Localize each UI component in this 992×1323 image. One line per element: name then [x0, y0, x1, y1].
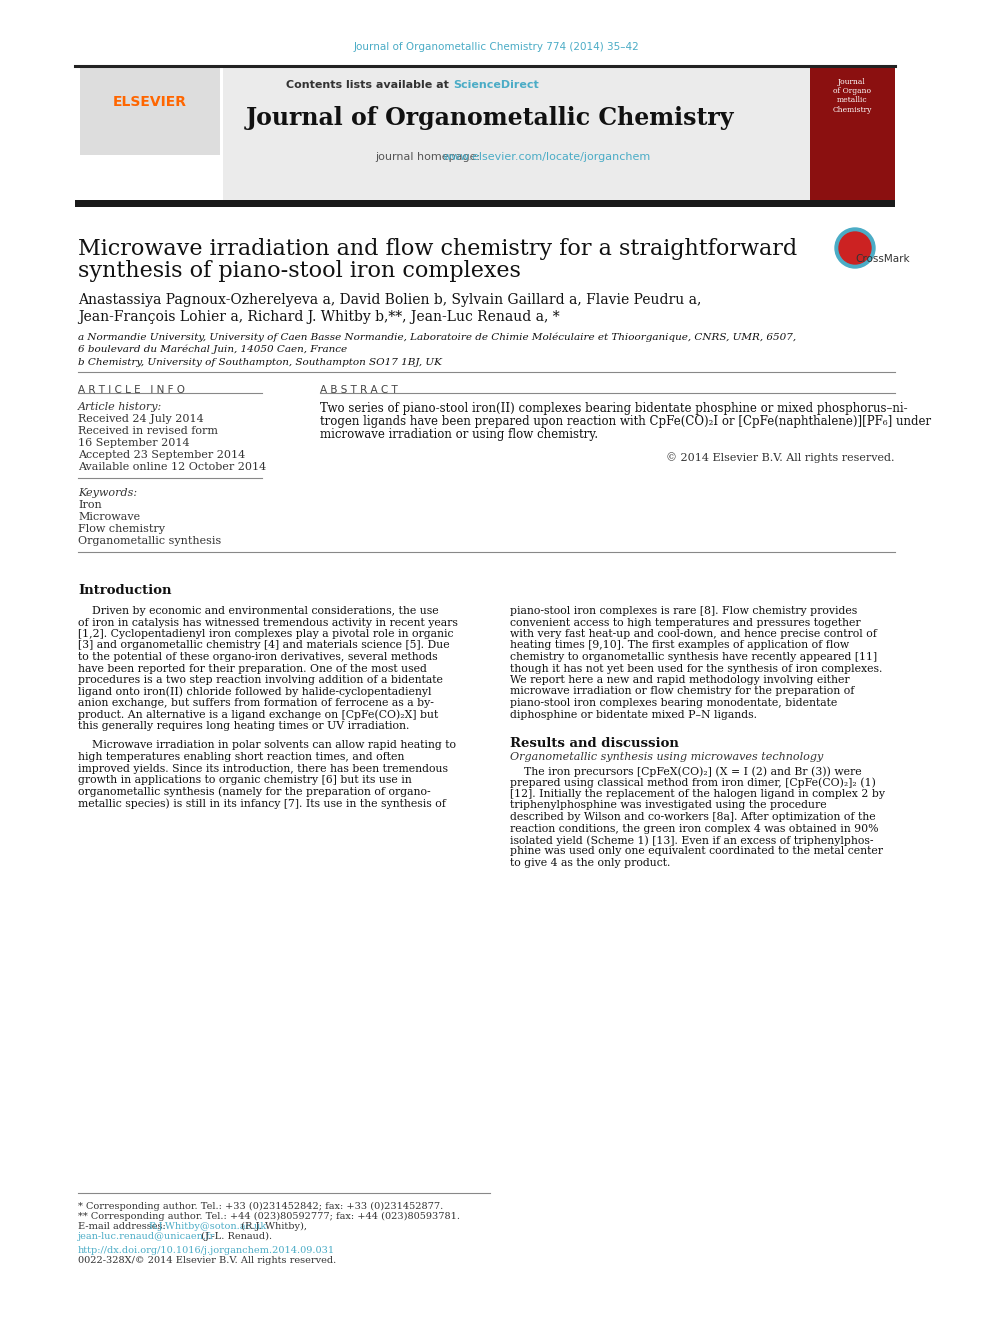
Text: Microwave irradiation and flow chemistry for a straightforward: Microwave irradiation and flow chemistry…: [78, 238, 798, 261]
Text: improved yields. Since its introduction, there has been tremendous: improved yields. Since its introduction,…: [78, 763, 448, 774]
Circle shape: [839, 232, 871, 265]
Text: Anastassiya Pagnoux-Ozherelyeva a, David Bolien b, Sylvain Gaillard a, Flavie Pe: Anastassiya Pagnoux-Ozherelyeva a, David…: [78, 292, 701, 307]
Text: b Chemistry, University of Southampton, Southampton SO17 1BJ, UK: b Chemistry, University of Southampton, …: [78, 359, 441, 366]
Text: Results and discussion: Results and discussion: [510, 737, 679, 750]
Text: 16 September 2014: 16 September 2014: [78, 438, 189, 448]
Text: Article history:: Article history:: [78, 402, 163, 411]
Text: Journal of Organometallic Chemistry: Journal of Organometallic Chemistry: [246, 106, 734, 130]
Text: growth in applications to organic chemistry [6] but its use in: growth in applications to organic chemis…: [78, 775, 412, 785]
Text: microwave irradiation or using flow chemistry.: microwave irradiation or using flow chem…: [320, 429, 598, 441]
Bar: [75, 66, 810, 200]
Text: piano-stool iron complexes bearing monodentate, bidentate: piano-stool iron complexes bearing monod…: [510, 699, 837, 708]
Text: convenient access to high temperatures and pressures together: convenient access to high temperatures a…: [510, 618, 861, 627]
Text: Received in revised form: Received in revised form: [78, 426, 218, 437]
Text: Journal
of Organo
metallic
Chemistry: Journal of Organo metallic Chemistry: [832, 78, 872, 114]
Text: E-mail addresses:: E-mail addresses:: [78, 1222, 169, 1230]
Text: a Normandie University, University of Caen Basse Normandie, Laboratoire de Chimi: a Normandie University, University of Ca…: [78, 333, 797, 343]
Text: though it has not yet been used for the synthesis of iron complexes.: though it has not yet been used for the …: [510, 664, 882, 673]
Text: metallic species) is still in its infancy [7]. Its use in the synthesis of: metallic species) is still in its infanc…: [78, 798, 445, 808]
Text: product. An alternative is a ligand exchange on [CpFe(CO)₂X] but: product. An alternative is a ligand exch…: [78, 709, 438, 720]
Text: with very fast heat-up and cool-down, and hence precise control of: with very fast heat-up and cool-down, an…: [510, 628, 877, 639]
Text: of iron in catalysis has witnessed tremendous activity in recent years: of iron in catalysis has witnessed treme…: [78, 618, 458, 627]
Bar: [75, 200, 895, 206]
Text: Accepted 23 September 2014: Accepted 23 September 2014: [78, 450, 245, 460]
Text: Iron: Iron: [78, 500, 102, 509]
Text: (R.J. Whitby),: (R.J. Whitby),: [238, 1222, 310, 1232]
Text: reaction conditions, the green iron complex 4 was obtained in 90%: reaction conditions, the green iron comp…: [510, 823, 879, 833]
Text: trogen ligands have been prepared upon reaction with CpFe(CO)₂I or [CpFe(naphtha: trogen ligands have been prepared upon r…: [320, 415, 931, 429]
Text: Introduction: Introduction: [78, 583, 172, 597]
Bar: [80, 67, 220, 155]
Circle shape: [835, 228, 875, 269]
Text: The iron precursors [CpFeX(CO)₂] (X = I (2) and Br (3)) were: The iron precursors [CpFeX(CO)₂] (X = I …: [510, 766, 862, 777]
Text: Two series of piano-stool iron(II) complexes bearing bidentate phosphine or mixe: Two series of piano-stool iron(II) compl…: [320, 402, 908, 415]
Text: [1,2]. Cyclopentadienyl iron complexes play a pivotal role in organic: [1,2]. Cyclopentadienyl iron complexes p…: [78, 628, 453, 639]
Text: We report here a new and rapid methodology involving either: We report here a new and rapid methodolo…: [510, 675, 849, 685]
Text: Organometallic synthesis using microwaves technology: Organometallic synthesis using microwave…: [510, 751, 823, 762]
Text: Available online 12 October 2014: Available online 12 October 2014: [78, 462, 266, 472]
Text: synthesis of piano-stool iron complexes: synthesis of piano-stool iron complexes: [78, 261, 521, 282]
Text: ScienceDirect: ScienceDirect: [453, 79, 539, 90]
Text: heating times [9,10]. The first examples of application of flow: heating times [9,10]. The first examples…: [510, 640, 849, 651]
Text: described by Wilson and co-workers [8a]. After optimization of the: described by Wilson and co-workers [8a].…: [510, 812, 876, 822]
Bar: [810, 66, 895, 200]
Text: (J.-L. Renaud).: (J.-L. Renaud).: [198, 1232, 272, 1241]
Text: anion exchange, but suffers from formation of ferrocene as a by-: anion exchange, but suffers from formati…: [78, 699, 434, 708]
Text: Microwave: Microwave: [78, 512, 140, 523]
Text: microwave irradiation or flow chemistry for the preparation of: microwave irradiation or flow chemistry …: [510, 687, 854, 696]
Text: triphenylphosphine was investigated using the procedure: triphenylphosphine was investigated usin…: [510, 800, 826, 811]
Text: Contents lists available at: Contents lists available at: [287, 79, 453, 90]
Text: http://dx.doi.org/10.1016/j.jorganchem.2014.09.031: http://dx.doi.org/10.1016/j.jorganchem.2…: [78, 1246, 335, 1256]
Text: A R T I C L E   I N F O: A R T I C L E I N F O: [78, 385, 185, 396]
Text: © 2014 Elsevier B.V. All rights reserved.: © 2014 Elsevier B.V. All rights reserved…: [667, 452, 895, 463]
Text: ELSEVIER: ELSEVIER: [113, 95, 187, 108]
Text: Organometallic synthesis: Organometallic synthesis: [78, 536, 221, 546]
Text: Journal of Organometallic Chemistry 774 (2014) 35–42: Journal of Organometallic Chemistry 774 …: [353, 42, 639, 52]
Text: isolated yield (Scheme 1) [13]. Even if an excess of triphenylphos-: isolated yield (Scheme 1) [13]. Even if …: [510, 835, 874, 845]
Text: Jean-François Lohier a, Richard J. Whitby b,**, Jean-Luc Renaud a, *: Jean-François Lohier a, Richard J. Whitb…: [78, 310, 559, 324]
Text: journal homepage:: journal homepage:: [375, 152, 484, 161]
Text: 6 boulevard du Maréchal Juin, 14050 Caen, France: 6 boulevard du Maréchal Juin, 14050 Caen…: [78, 345, 347, 355]
Text: www.elsevier.com/locate/jorganchem: www.elsevier.com/locate/jorganchem: [443, 152, 652, 161]
Text: R.J.Whitby@soton.ac.uk: R.J.Whitby@soton.ac.uk: [148, 1222, 266, 1230]
Text: 0022-328X/© 2014 Elsevier B.V. All rights reserved.: 0022-328X/© 2014 Elsevier B.V. All right…: [78, 1256, 336, 1265]
Text: jean-luc.renaud@unicaen.fr: jean-luc.renaud@unicaen.fr: [78, 1232, 215, 1241]
Text: Microwave irradiation in polar solvents can allow rapid heating to: Microwave irradiation in polar solvents …: [78, 741, 456, 750]
Text: prepared using classical method from iron dimer, [CpFe(CO)₂]₂ (1): prepared using classical method from iro…: [510, 778, 876, 789]
Text: chemistry to organometallic synthesis have recently appeared [11]: chemistry to organometallic synthesis ha…: [510, 652, 877, 662]
Text: ligand onto iron(II) chloride followed by halide-cyclopentadienyl: ligand onto iron(II) chloride followed b…: [78, 687, 432, 697]
Bar: [75, 66, 223, 200]
Text: have been reported for their preparation. One of the most used: have been reported for their preparation…: [78, 664, 427, 673]
Text: phine was used only one equivalent coordinated to the metal center: phine was used only one equivalent coord…: [510, 847, 883, 856]
Text: Received 24 July 2014: Received 24 July 2014: [78, 414, 203, 423]
Text: procedures is a two step reaction involving addition of a bidentate: procedures is a two step reaction involv…: [78, 675, 442, 685]
Text: high temperatures enabling short reaction times, and often: high temperatures enabling short reactio…: [78, 751, 405, 762]
Text: Flow chemistry: Flow chemistry: [78, 524, 165, 534]
Text: to give 4 as the only product.: to give 4 as the only product.: [510, 859, 671, 868]
Text: * Corresponding author. Tel.: +33 (0)231452842; fax: +33 (0)231452877.: * Corresponding author. Tel.: +33 (0)231…: [78, 1203, 443, 1211]
Text: this generally requires long heating times or UV irradiation.: this generally requires long heating tim…: [78, 721, 410, 732]
Text: [12]. Initially the replacement of the halogen ligand in complex 2 by: [12]. Initially the replacement of the h…: [510, 789, 885, 799]
Text: to the potential of these organo-iron derivatives, several methods: to the potential of these organo-iron de…: [78, 652, 437, 662]
Text: [3] and organometallic chemistry [4] and materials science [5]. Due: [3] and organometallic chemistry [4] and…: [78, 640, 449, 651]
Text: ** Corresponding author. Tel.: +44 (023)80592777; fax: +44 (023)80593781.: ** Corresponding author. Tel.: +44 (023)…: [78, 1212, 460, 1221]
Text: CrossMark: CrossMark: [855, 254, 910, 265]
Text: organometallic synthesis (namely for the preparation of organo-: organometallic synthesis (namely for the…: [78, 786, 431, 796]
Text: Driven by economic and environmental considerations, the use: Driven by economic and environmental con…: [78, 606, 438, 617]
Text: Keywords:: Keywords:: [78, 488, 137, 497]
Text: piano-stool iron complexes is rare [8]. Flow chemistry provides: piano-stool iron complexes is rare [8]. …: [510, 606, 857, 617]
Text: diphosphine or bidentate mixed P–N ligands.: diphosphine or bidentate mixed P–N ligan…: [510, 709, 757, 720]
Text: A B S T R A C T: A B S T R A C T: [320, 385, 398, 396]
